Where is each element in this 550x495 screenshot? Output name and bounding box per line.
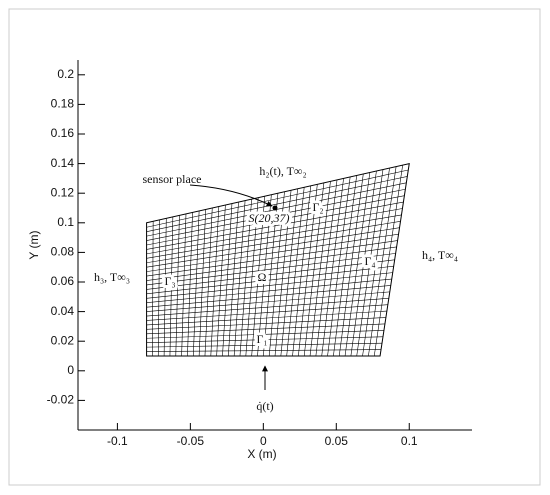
mesh-line <box>146 169 409 228</box>
mesh-line <box>146 214 402 259</box>
mesh-line <box>146 342 383 348</box>
mesh-line <box>146 265 394 295</box>
mesh-line <box>146 349 382 352</box>
x-tick-label: 0 <box>260 434 267 448</box>
mesh-line <box>146 195 405 246</box>
y-tick-label: 0.18 <box>51 97 75 111</box>
mesh-line <box>146 323 385 335</box>
sensor-label: S(20,37) <box>249 211 290 225</box>
annotation: h₄, T∞₄ <box>422 248 458 262</box>
y-tick-label: 0.14 <box>51 156 75 170</box>
frame <box>8 8 541 486</box>
mesh-line <box>146 176 408 232</box>
mesh-line <box>146 291 390 312</box>
mesh-line <box>146 221 401 264</box>
domain <box>146 162 410 357</box>
mesh-line <box>146 227 400 268</box>
mesh-line <box>146 285 391 308</box>
annotation: Γ₂ <box>312 200 323 214</box>
mesh-line <box>146 317 386 330</box>
y-tick-label: 0.1 <box>57 215 74 229</box>
x-tick-label: -0.05 <box>177 434 205 448</box>
mesh-line <box>146 278 392 304</box>
mesh-line <box>146 272 393 299</box>
annotation: q̇(t) <box>256 399 273 413</box>
mesh-line <box>146 330 384 339</box>
mesh-line <box>146 201 404 250</box>
sensor-arrow <box>189 184 273 207</box>
mesh-line <box>146 240 398 277</box>
x-tick-label: 0.05 <box>325 434 349 448</box>
annotation: Ω <box>258 270 267 284</box>
y-tick-label: 0.04 <box>51 304 75 318</box>
annotation: Γ₄ <box>364 254 375 268</box>
y-tick-label: 0 <box>67 363 74 377</box>
sensor-point <box>272 205 278 211</box>
mesh-line <box>146 336 383 343</box>
x-tick-label: 0.1 <box>401 434 418 448</box>
annotation: h₂(t), T∞₂ <box>259 164 306 178</box>
mesh-line <box>146 188 406 241</box>
y-tick-label: 0.2 <box>57 67 74 81</box>
mesh-line <box>146 310 387 326</box>
sensor-name: sensor place <box>143 172 202 186</box>
mesh-line <box>146 233 399 272</box>
y-tick-label: 0.12 <box>51 185 75 199</box>
x-tick-label: -0.1 <box>107 434 128 448</box>
annotation: Γ₁ <box>256 332 267 346</box>
mesh-line <box>146 208 403 255</box>
y-tick-label: 0.16 <box>51 126 75 140</box>
y-tick-label: 0.06 <box>51 274 75 288</box>
y-tick-label: 0.02 <box>51 333 75 347</box>
mesh-line <box>146 259 395 290</box>
y-axis-label: Y (m) <box>27 230 41 259</box>
mesh-line <box>146 253 396 286</box>
y-tick-label: 0.08 <box>51 245 75 259</box>
mesh-line <box>146 297 389 317</box>
annotation: h₃, T∞₃ <box>94 270 130 284</box>
y-tick-label: -0.02 <box>47 393 75 407</box>
x-axis-label: X (m) <box>247 447 276 461</box>
mesh-line <box>146 304 388 321</box>
mesh-line <box>146 246 397 281</box>
annotation: Γ₃ <box>164 274 175 288</box>
